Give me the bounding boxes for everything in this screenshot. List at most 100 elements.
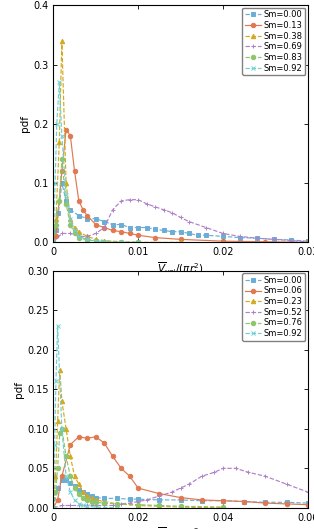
Sm=0.00 xyxy=(60,180,64,186)
Line: Sm=0.92: Sm=0.92 xyxy=(51,324,119,510)
Sm=0.92 xyxy=(56,323,60,329)
Sm=0.23 xyxy=(64,426,68,432)
Sm=0.13 xyxy=(85,213,89,219)
Sm=0.06 xyxy=(136,485,140,491)
Sm=0.00 xyxy=(51,239,55,245)
Sm=0.00 xyxy=(94,495,98,501)
Sm=0.06 xyxy=(158,490,161,497)
Sm=0.76 xyxy=(54,489,57,495)
Sm=0.06 xyxy=(128,473,132,479)
Sm=0.38 xyxy=(57,139,61,145)
Sm=0.38 xyxy=(60,38,64,44)
Sm=0.52 xyxy=(136,498,140,505)
Line: Sm=0.13: Sm=0.13 xyxy=(51,127,310,244)
Y-axis label: pdf: pdf xyxy=(14,381,24,398)
Sm=0.52 xyxy=(85,503,89,509)
Sm=0.69 xyxy=(289,238,293,244)
Sm=0.13 xyxy=(221,238,225,244)
Sm=0.76 xyxy=(64,453,68,460)
Sm=0.92 xyxy=(53,180,57,186)
Sm=0.38 xyxy=(102,238,106,244)
Sm=0.00 xyxy=(90,493,94,499)
Sm=0.00 xyxy=(263,499,267,506)
Sm=0.23 xyxy=(158,503,161,509)
Sm=0.52 xyxy=(60,503,64,509)
Sm=0.38 xyxy=(119,239,123,245)
Sm=0.83 xyxy=(54,222,58,228)
Sm=0.69 xyxy=(306,239,310,245)
Sm=0.52 xyxy=(102,503,106,509)
Sm=0.06 xyxy=(102,440,106,446)
Sm=0.76 xyxy=(60,426,64,432)
Sm=0.52 xyxy=(94,503,98,509)
Sm=0.92 xyxy=(115,505,119,511)
Sm=0.00 xyxy=(204,232,208,239)
Sm=0.23 xyxy=(56,418,60,424)
Sm=0.23 xyxy=(58,367,62,373)
Sm=0.52 xyxy=(221,465,225,471)
Sm=0.76 xyxy=(158,503,161,509)
Sm=0.92 xyxy=(64,191,68,198)
Line: Sm=0.00: Sm=0.00 xyxy=(51,181,310,244)
Sm=0.69 xyxy=(238,233,242,240)
Sm=0.13 xyxy=(179,236,182,243)
Sm=0.76 xyxy=(94,499,98,506)
Sm=0.52 xyxy=(119,501,123,507)
Sm=0.00 xyxy=(77,213,81,219)
Sm=0.06 xyxy=(242,498,246,505)
Sm=0.52 xyxy=(170,489,174,495)
Sm=0.69 xyxy=(94,230,98,236)
Sm=0.00 xyxy=(187,230,191,236)
Sm=0.23 xyxy=(73,473,77,479)
Sm=0.00 xyxy=(115,495,119,501)
Sm=0.06 xyxy=(306,501,310,508)
Sm=0.00 xyxy=(162,227,165,234)
Sm=0.06 xyxy=(85,435,89,442)
Text: (a): (a) xyxy=(172,285,189,298)
Sm=0.00 xyxy=(153,226,157,232)
Sm=0.00 xyxy=(196,232,199,239)
Sm=0.38 xyxy=(68,215,72,222)
Sm=0.38 xyxy=(51,239,55,245)
Sm=0.38 xyxy=(85,233,89,240)
Sm=0.69 xyxy=(77,233,81,240)
Sm=0.52 xyxy=(68,503,72,509)
Sm=0.38 xyxy=(54,215,58,222)
Sm=0.92 xyxy=(68,489,72,495)
Sm=0.52 xyxy=(77,503,81,509)
Sm=0.52 xyxy=(51,505,55,511)
Sm=0.76 xyxy=(81,495,85,501)
Sm=0.00 xyxy=(242,498,246,505)
Sm=0.69 xyxy=(255,235,259,241)
Sm=0.76 xyxy=(115,501,119,507)
Sm=0.23 xyxy=(179,504,182,510)
Sm=0.06 xyxy=(119,465,123,471)
Sm=0.92 xyxy=(73,227,77,234)
Sm=0.00 xyxy=(54,227,58,234)
Sm=0.00 xyxy=(285,499,289,506)
Sm=0.52 xyxy=(179,485,182,491)
Sm=0.00 xyxy=(289,237,293,243)
Sm=0.13 xyxy=(51,239,55,245)
Sm=0.06 xyxy=(60,473,64,479)
Y-axis label: pdf: pdf xyxy=(20,115,30,132)
Sm=0.23 xyxy=(68,453,72,460)
Sm=0.69 xyxy=(111,206,115,213)
Sm=0.52 xyxy=(187,481,191,487)
Sm=0.92 xyxy=(68,215,72,222)
Sm=0.92 xyxy=(85,236,89,243)
Sm=0.00 xyxy=(128,496,132,503)
Sm=0.00 xyxy=(119,222,123,228)
Sm=0.00 xyxy=(85,490,89,497)
Sm=0.13 xyxy=(60,168,64,175)
Sm=0.52 xyxy=(263,473,267,479)
Sm=0.83 xyxy=(136,239,140,245)
Sm=0.52 xyxy=(234,465,237,471)
Sm=0.83 xyxy=(102,239,106,245)
Sm=0.23 xyxy=(102,498,106,505)
Sm=0.38 xyxy=(64,180,68,186)
Sm=0.00 xyxy=(57,209,60,216)
Sm=0.83 xyxy=(68,222,72,228)
Sm=0.38 xyxy=(77,229,81,235)
Sm=0.76 xyxy=(68,473,72,479)
